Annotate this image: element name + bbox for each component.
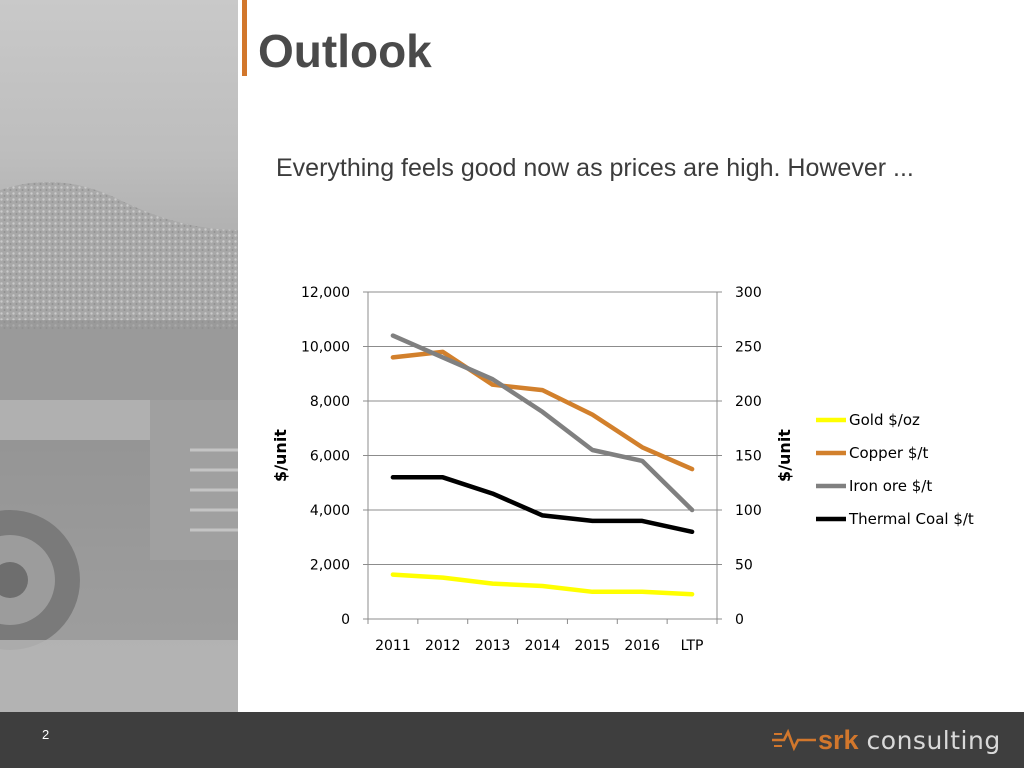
y-left-tick-label: 0 <box>341 612 350 628</box>
x-tick-label: LTP <box>681 638 704 654</box>
y-left-tick-label: 8,000 <box>310 394 350 410</box>
y-left-tick-label: 12,000 <box>301 285 350 301</box>
series-line-gold-oz <box>390 572 695 597</box>
y-right-tick-label: 100 <box>735 503 762 519</box>
legend-label: Gold $/oz <box>849 411 920 429</box>
y-right-tick-label: 200 <box>735 394 762 410</box>
background-photo <box>0 0 238 712</box>
title-accent-bar <box>242 0 247 76</box>
y-left-tick-label: 2,000 <box>310 558 350 574</box>
legend-label: Iron ore $/t <box>849 477 932 495</box>
logo-brand-text: srk <box>818 724 859 755</box>
x-tick-label: 2014 <box>525 638 561 654</box>
x-tick-label: 2015 <box>575 638 611 654</box>
y-right-tick-label: 250 <box>735 340 762 356</box>
x-tick-label: 2016 <box>624 638 660 654</box>
logo-consulting-text: consulting <box>866 725 1001 755</box>
series-line-iron-ore-t <box>390 333 695 513</box>
x-tick-label: 2012 <box>425 638 461 654</box>
y-right-tick-label: 0 <box>735 612 744 628</box>
srk-logo-mark-icon <box>772 728 816 752</box>
srk-logo: srk consulting <box>772 724 1001 756</box>
y-right-axis-title: $/unit <box>775 429 794 482</box>
y-left-tick-label: 4,000 <box>310 503 350 519</box>
y-left-tick-label: 10,000 <box>301 340 350 356</box>
page-number: 2 <box>42 727 50 742</box>
x-tick-label: 2013 <box>475 638 511 654</box>
price-chart: 0 2,000 4,000 6,000 8,000 10,000 12,000 0 50 100 1… <box>271 285 974 654</box>
y-left-axis-title: $/unit <box>271 429 290 482</box>
y-right-tick-label: 300 <box>735 285 762 301</box>
footer-bar <box>0 712 1024 768</box>
legend-label: Thermal Coal $/t <box>848 510 974 528</box>
series-line-copper-t <box>390 349 695 472</box>
slide-subtitle: Everything feels good now as prices are … <box>276 154 914 182</box>
y-right-tick-label: 50 <box>735 558 753 574</box>
y-left-tick-label: 6,000 <box>310 449 350 465</box>
series-line-thermal-coal-t <box>390 475 695 535</box>
slide-title: Outlook <box>258 25 432 77</box>
haul-truck-image <box>0 182 238 712</box>
legend-label: Copper $/t <box>849 444 928 462</box>
x-tick-label: 2011 <box>375 638 411 654</box>
y-right-tick-label: 150 <box>735 449 762 465</box>
